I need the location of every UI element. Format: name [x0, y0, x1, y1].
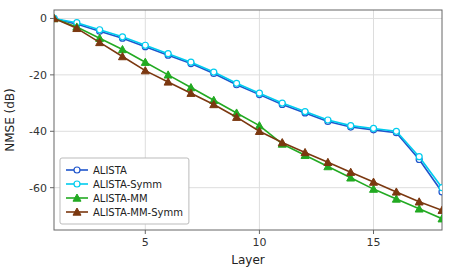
tick-label: -20 [29, 69, 47, 82]
y-axis-label: NMSE (dB) [3, 88, 17, 152]
legend-label: ALISTA-Symm [93, 179, 162, 190]
marker [141, 58, 149, 65]
marker [234, 80, 240, 86]
marker [415, 205, 423, 212]
legend-box [60, 158, 189, 224]
marker [438, 215, 442, 222]
marker [393, 128, 399, 134]
marker [118, 53, 126, 60]
marker [54, 15, 57, 21]
marker [325, 117, 331, 123]
marker [256, 90, 262, 96]
legend-marker [74, 167, 80, 173]
tick-mark [145, 230, 146, 234]
marker [347, 168, 355, 175]
marker [301, 148, 309, 155]
marker [233, 113, 241, 120]
tick-label: 0 [40, 12, 47, 25]
legend: ALISTA ALISTA-Symm ALISTA-MM ALISTA-MM-Symm [60, 158, 189, 224]
tick-mark [259, 230, 260, 234]
marker [54, 14, 58, 21]
marker [141, 67, 149, 74]
x-axis-label: Layer [231, 253, 265, 267]
marker [54, 14, 58, 21]
marker [392, 188, 400, 195]
marker [278, 139, 286, 146]
tick-mark [50, 187, 54, 188]
marker [54, 15, 57, 21]
marker [415, 198, 423, 205]
marker [392, 195, 400, 202]
marker [96, 38, 104, 45]
marker [210, 100, 218, 107]
marker [438, 206, 442, 213]
tick-label: -40 [29, 125, 47, 138]
series [54, 15, 442, 194]
tick-label: -60 [29, 182, 47, 195]
series [54, 14, 442, 213]
legend-marker [74, 181, 80, 187]
tick-mark [50, 18, 54, 19]
legend-marker [73, 208, 81, 215]
marker [187, 89, 195, 96]
line [54, 18, 442, 218]
plot-frame [54, 10, 442, 230]
marker [370, 178, 378, 185]
marker [211, 69, 217, 75]
marker [324, 158, 332, 165]
tick-label: 15 [367, 236, 381, 249]
marker [348, 123, 354, 129]
tick-label: 5 [142, 236, 149, 249]
series [54, 15, 442, 190]
legend-label: ALISTA-MM-Symm [93, 207, 183, 218]
marker [164, 78, 172, 85]
marker [255, 127, 263, 134]
plot-area [54, 10, 442, 230]
marker [371, 125, 377, 131]
legend-label: ALISTA-MM [93, 193, 148, 204]
marker [73, 24, 81, 31]
grid-line [373, 10, 374, 230]
legend-marker [73, 194, 81, 201]
grid-line [259, 10, 260, 230]
marker [439, 185, 442, 191]
marker [142, 42, 148, 48]
tick-label: 10 [252, 236, 266, 249]
line [54, 18, 442, 210]
marker [188, 59, 194, 65]
tick-mark [50, 131, 54, 132]
marker [370, 185, 378, 192]
grid [54, 10, 442, 230]
grid-line [54, 18, 442, 19]
marker [416, 154, 422, 160]
chart: 510150-20-40-60LayerNMSE (dB)ALISTAALIST… [0, 0, 454, 270]
marker [119, 34, 125, 40]
grid-line [54, 74, 442, 75]
legend-label: ALISTA [93, 165, 127, 176]
marker [302, 109, 308, 115]
marker [165, 51, 171, 57]
tick-mark [50, 74, 54, 75]
tick-mark [373, 230, 374, 234]
marker [97, 27, 103, 33]
marker [279, 100, 285, 106]
